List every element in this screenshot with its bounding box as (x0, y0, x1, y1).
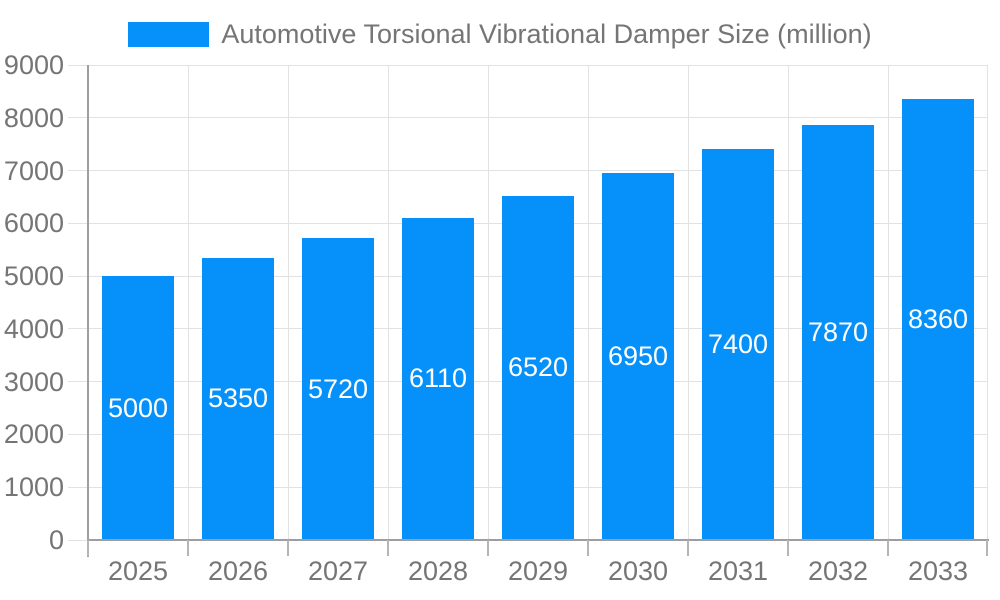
plot-area: 5000 5350 5720 6110 6520 6950 7400 7870 8360 (68, 64, 989, 557)
legend-label: Automotive Torsional Vibrational Damper … (221, 19, 872, 49)
x-axis-tick-label: 2032 (807, 556, 869, 586)
y-axis-tick-label: 8000 (3, 102, 64, 133)
grid-line-horizontal (68, 170, 988, 172)
x-axis-tick (787, 540, 789, 556)
y-axis-tick-label: 9000 (3, 50, 64, 80)
y-axis-line (87, 65, 89, 557)
bar[interactable]: 5000 (102, 276, 174, 540)
bar[interactable]: 7870 (802, 124, 874, 540)
grid-line-vertical (987, 65, 988, 540)
bar-value-label: 5720 (307, 373, 369, 404)
x-axis-tick (887, 540, 889, 556)
x-axis-tick-label: 2031 (707, 556, 769, 586)
x-axis-tick-label: 2026 (207, 556, 269, 586)
x-axis-tick (587, 540, 589, 556)
y-axis-tick-label: 6000 (3, 208, 64, 239)
x-axis-tick (387, 540, 389, 556)
bar[interactable]: 7400 (702, 149, 774, 540)
x-axis-tick (487, 540, 489, 556)
grid-line-horizontal (68, 117, 988, 119)
bar[interactable]: 5350 (202, 257, 274, 540)
grid-line-vertical (288, 65, 289, 540)
x-axis-tick (287, 540, 289, 556)
x-axis-tick (986, 540, 988, 556)
grid-line-vertical (588, 65, 589, 540)
y-axis-tick-label: 4000 (3, 313, 64, 344)
legend-item[interactable]: Automotive Torsional Vibrational Damper … (0, 19, 1000, 50)
bar-value-label: 5000 (107, 392, 169, 423)
grid-line-vertical (688, 65, 689, 540)
bar[interactable]: 5720 (302, 238, 374, 540)
grid-line-vertical (888, 65, 889, 540)
bar-value-label: 8360 (907, 303, 969, 334)
x-axis-tick-label: 2033 (907, 556, 969, 586)
y-axis-tick-label: 3000 (3, 366, 64, 397)
y-axis-tick-label: 1000 (3, 472, 64, 503)
x-axis-tick-label: 2029 (507, 556, 569, 586)
x-axis-line (87, 539, 989, 541)
bar-value-label: 6950 (607, 341, 669, 372)
bar-value-label: 7400 (707, 329, 769, 360)
x-axis-tick-label: 2027 (307, 556, 369, 586)
x-axis-tick (87, 540, 89, 556)
y-axis-tick-label: 5000 (3, 261, 64, 292)
grid-line-horizontal (68, 64, 988, 66)
grid-line-vertical (388, 65, 389, 540)
legend-swatch (128, 22, 210, 47)
grid-line-vertical (488, 65, 489, 540)
bar[interactable]: 6950 (602, 173, 674, 540)
bar[interactable]: 6110 (402, 217, 474, 540)
bar[interactable]: 6520 (502, 195, 574, 540)
grid-line-vertical (188, 65, 189, 540)
y-axis-tick-label: 7000 (3, 155, 64, 186)
y-axis-tick-label: 0 (48, 525, 64, 555)
bar[interactable]: 8360 (902, 98, 974, 540)
x-axis-tick (687, 540, 689, 556)
bar-value-label: 6520 (507, 352, 569, 383)
x-axis-tick-label: 2030 (607, 556, 669, 586)
bar-value-label: 7870 (807, 316, 869, 347)
grid-line-vertical (788, 65, 789, 540)
bar-value-label: 5350 (207, 383, 269, 414)
bar-value-label: 6110 (408, 363, 468, 394)
x-axis-tick-label: 2025 (107, 556, 169, 586)
x-axis-tick (187, 540, 189, 556)
y-axis-tick-label: 2000 (3, 419, 64, 450)
x-axis-tick-label: 2028 (407, 556, 469, 586)
